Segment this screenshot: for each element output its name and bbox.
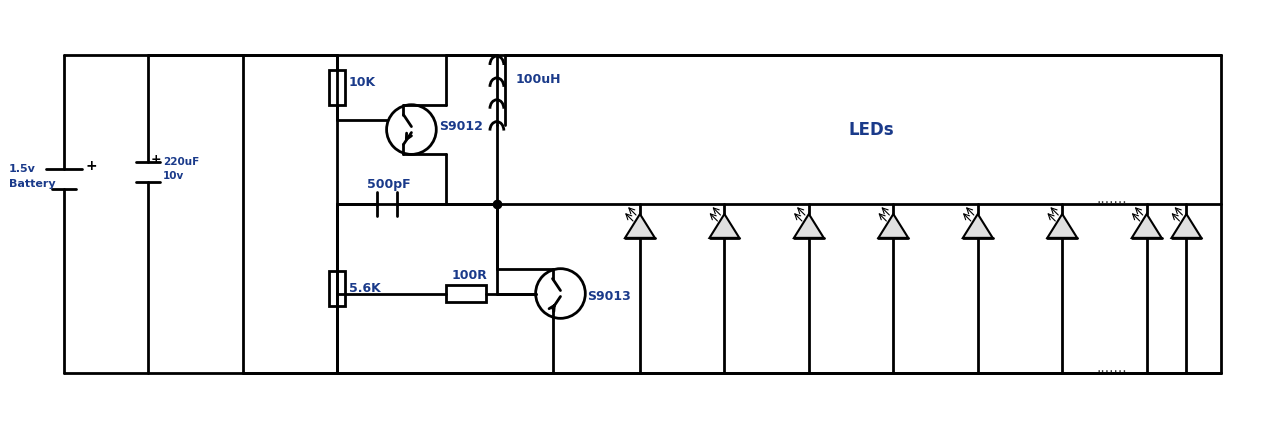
Text: .......: ....... — [1096, 361, 1127, 375]
Polygon shape — [709, 214, 739, 238]
Text: S9012: S9012 — [439, 120, 484, 133]
Text: 220uF: 220uF — [163, 158, 199, 168]
Text: +: + — [151, 153, 162, 166]
Text: 500pF: 500pF — [367, 178, 410, 191]
Text: 5.6K: 5.6K — [349, 282, 381, 295]
Text: +: + — [86, 159, 97, 173]
Text: 100R: 100R — [451, 269, 487, 282]
Polygon shape — [963, 214, 993, 238]
Text: 100uH: 100uH — [515, 73, 561, 86]
Polygon shape — [1132, 214, 1162, 238]
Polygon shape — [625, 214, 655, 238]
Polygon shape — [1171, 214, 1201, 238]
Text: 10v: 10v — [163, 171, 185, 181]
FancyBboxPatch shape — [329, 271, 344, 306]
Text: Battery: Battery — [9, 179, 56, 189]
Text: 1.5v: 1.5v — [9, 164, 35, 174]
FancyBboxPatch shape — [329, 70, 344, 105]
Text: 10K: 10K — [349, 76, 376, 89]
Text: S9013: S9013 — [587, 290, 630, 303]
FancyBboxPatch shape — [446, 285, 486, 302]
Text: .......: ....... — [1096, 192, 1127, 206]
Text: LEDs: LEDs — [848, 121, 894, 138]
Polygon shape — [1047, 214, 1077, 238]
Polygon shape — [879, 214, 908, 238]
Polygon shape — [794, 214, 824, 238]
